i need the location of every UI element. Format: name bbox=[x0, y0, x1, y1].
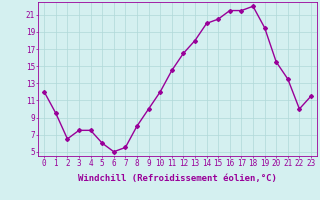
X-axis label: Windchill (Refroidissement éolien,°C): Windchill (Refroidissement éolien,°C) bbox=[78, 174, 277, 183]
